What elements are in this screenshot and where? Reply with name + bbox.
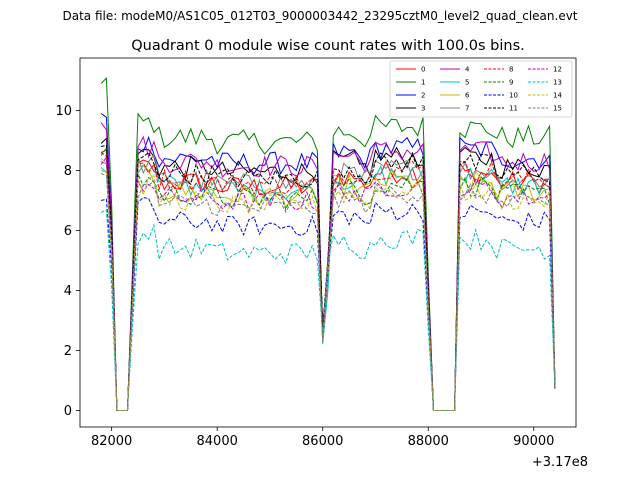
legend-label-8: 8: [509, 66, 513, 74]
legend-label-13: 13: [553, 79, 562, 87]
series-line-12: [100, 156, 556, 411]
legend-label-12: 12: [553, 66, 562, 74]
x-tick-label: 90000: [513, 434, 554, 449]
legend-label-5: 5: [465, 79, 469, 87]
legend-box: [389, 60, 573, 118]
x-tick-label: 82000: [91, 434, 132, 449]
x-tick-label: 86000: [302, 434, 343, 449]
y-tick-label: 0: [64, 404, 72, 419]
chart-title: Quadrant 0 module wise count rates with …: [131, 38, 525, 54]
legend-label-2: 2: [421, 92, 425, 100]
y-tick-label: 2: [64, 344, 72, 359]
x-tick-label: 88000: [408, 434, 449, 449]
x-tick-label: 84000: [197, 434, 238, 449]
series-line-10: [100, 197, 556, 411]
legend-label-15: 15: [553, 105, 562, 113]
legend-label-1: 1: [421, 79, 425, 87]
series-line-11: [100, 144, 556, 411]
legend-label-6: 6: [465, 92, 470, 100]
series-line-13: [100, 209, 556, 411]
legend-label-7: 7: [465, 105, 469, 113]
x-offset-label: +3.17e8: [532, 455, 588, 470]
legend-label-9: 9: [509, 79, 513, 87]
chart-suptitle: Data file: modeM0/AS1C05_012T03_90000034…: [62, 9, 577, 23]
legend-label-0: 0: [421, 66, 425, 74]
y-tick-label: 10: [55, 104, 72, 119]
legend-label-4: 4: [465, 66, 470, 74]
y-tick-label: 6: [64, 224, 72, 239]
plot-area: [100, 77, 556, 411]
legend-label-3: 3: [421, 105, 425, 113]
legend-label-14: 14: [553, 92, 562, 100]
axes-frame: [79, 57, 577, 428]
legend-label-11: 11: [509, 105, 518, 113]
y-tick-label: 4: [64, 284, 72, 299]
series-line-15: [100, 173, 556, 411]
y-tick-label: 8: [64, 164, 72, 179]
series-line-1: [100, 77, 556, 411]
legend-label-10: 10: [509, 92, 518, 100]
